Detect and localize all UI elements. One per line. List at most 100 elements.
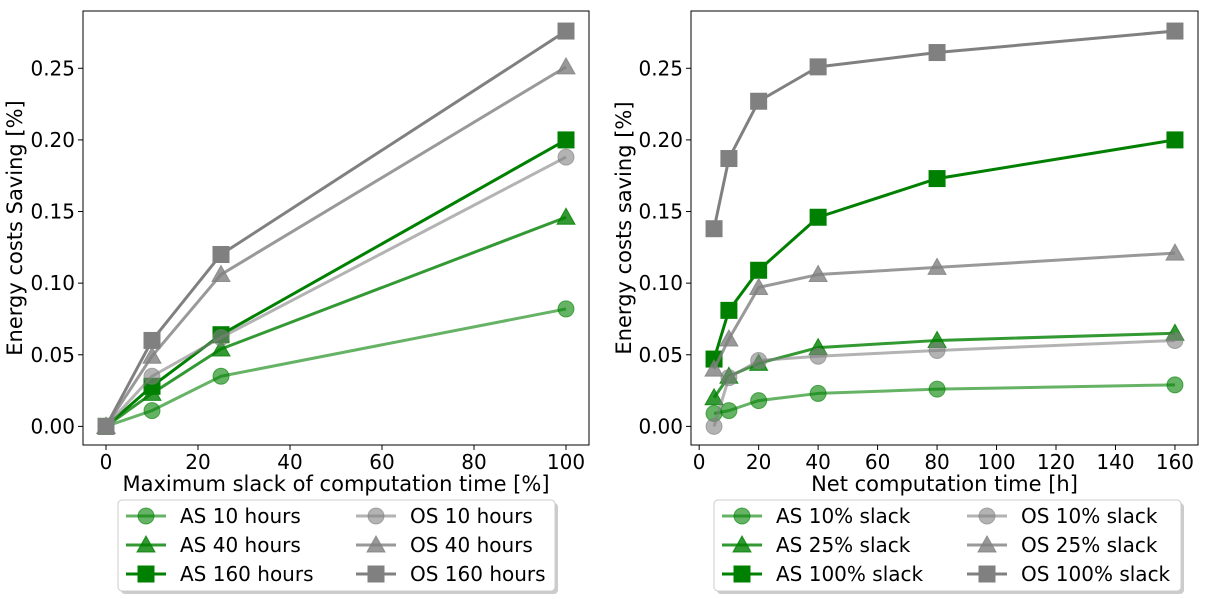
legend-label: AS 160 hours — [180, 562, 314, 586]
legend-marker — [367, 565, 385, 583]
legend-label: OS 25% slack — [1021, 533, 1158, 557]
x-tick-label: 20 — [185, 450, 210, 474]
x-tick-label: 0 — [100, 450, 113, 474]
data-point — [556, 56, 576, 75]
data-point — [1166, 376, 1184, 394]
legend-box — [713, 499, 1182, 592]
legend-label: AS 100% slack — [776, 562, 923, 586]
legend-item: OS 10 hours — [356, 504, 533, 528]
y-tick-label: 0.20 — [30, 128, 75, 152]
x-tick-label: 40 — [277, 450, 302, 474]
data-point — [557, 300, 575, 318]
series-as-160-hours — [97, 131, 575, 435]
legend-label: AS 25% slack — [776, 533, 911, 557]
data-point — [750, 351, 768, 369]
y-tick-label: 0.10 — [30, 271, 75, 295]
legend-marker — [367, 507, 385, 525]
legend-marker — [137, 565, 155, 583]
y-tick-label: 0.05 — [638, 343, 683, 367]
data-point — [557, 22, 575, 40]
series-as-100-slack — [705, 131, 1184, 368]
x-tick-label: 80 — [924, 450, 949, 474]
data-point — [719, 328, 739, 347]
data-point — [212, 245, 230, 263]
legend-item: OS 40 hours — [356, 533, 533, 557]
legend-label: OS 10% slack — [1021, 504, 1158, 528]
data-point — [928, 170, 946, 188]
y-tick-label: 0.10 — [638, 271, 683, 295]
series-line — [104, 29, 567, 428]
data-point — [557, 148, 575, 166]
data-point — [705, 417, 723, 435]
x-tick-label: 160 — [1156, 450, 1194, 474]
data-point — [748, 277, 769, 295]
data-point — [750, 392, 768, 410]
data-point — [212, 329, 230, 347]
data-point — [720, 150, 738, 168]
data-point — [1165, 243, 1185, 261]
x-tick-label: 80 — [461, 450, 486, 474]
data-point — [750, 92, 768, 110]
data-point — [809, 384, 827, 402]
chart-panel-1: 0 20 40 60 80 100 0.00 0.05 0.10 0.15 0.20 0.25 Maxi… — [3, 10, 590, 594]
series-os-25-slack — [704, 243, 1185, 377]
series-os-160-hours — [97, 22, 575, 435]
y-tick-label: 0.00 — [30, 414, 75, 438]
data-point — [809, 58, 827, 76]
data-point — [142, 346, 162, 364]
legend-marker — [977, 534, 997, 553]
legend-label: AS 40 hours — [180, 533, 301, 557]
legend-item: OS 10% slack — [967, 504, 1158, 528]
data-point — [143, 402, 161, 420]
data-point — [705, 220, 723, 238]
data-point — [211, 339, 231, 357]
data-point — [143, 331, 161, 349]
y-tick-label: 0.05 — [30, 343, 75, 367]
x-tick-label: 120 — [1037, 450, 1075, 474]
series-line — [104, 155, 567, 428]
series-os-10-hours — [97, 148, 575, 435]
data-point — [809, 208, 827, 226]
x-tick-label: 0 — [693, 450, 706, 474]
series-line — [104, 65, 567, 428]
series-line — [105, 215, 567, 428]
y-tick-label: 0.20 — [638, 128, 683, 152]
legend-item: AS 10% slack — [722, 504, 911, 528]
y-tick-label: 0.00 — [638, 414, 683, 438]
legend-item: AS 100% slack — [722, 562, 923, 586]
legend-label: OS 40 hours — [410, 533, 533, 557]
series-as-10-hours — [97, 300, 575, 435]
chart-panel-2: 0 20 40 60 80 100 120 140 160 0.00 0.05 0.10 0.15 0.2… — [612, 10, 1199, 594]
series-os-100-slack — [705, 22, 1184, 238]
legend-item: AS 10 hours — [126, 504, 301, 528]
data-point — [720, 402, 738, 420]
series-line — [105, 138, 567, 428]
legend-marker — [137, 507, 155, 525]
legend: AS 10% slack AS 25% slack AS 100% slack OS … — [713, 499, 1184, 594]
series-os-40-hours — [96, 56, 576, 434]
legend-marker — [978, 565, 996, 583]
y-tick-label: 0.25 — [30, 56, 75, 80]
plot-frame — [690, 10, 1199, 446]
legend-item: OS 160 hours — [356, 562, 546, 586]
legend-box — [117, 499, 556, 592]
legend-marker — [136, 534, 156, 553]
series-line — [712, 29, 1176, 230]
x-axis-label: Net computation time [h] — [811, 472, 1078, 496]
legend-marker — [733, 507, 751, 525]
x-tick-label: 60 — [369, 450, 394, 474]
legend: AS 10 hours AS 40 hours AS 160 hours OS 10 … — [117, 499, 558, 594]
data-point — [809, 347, 827, 365]
legend-item: OS 25% slack — [967, 533, 1158, 557]
data-point — [750, 261, 768, 279]
legend-item: OS 100% slack — [967, 562, 1171, 586]
x-tick-label: 40 — [805, 450, 830, 474]
data-point — [928, 380, 946, 398]
data-point — [928, 341, 946, 359]
data-point — [1166, 331, 1184, 349]
data-point — [1166, 131, 1184, 149]
series-as-10-slack — [705, 376, 1184, 422]
data-point — [97, 417, 115, 435]
x-tick-label: 60 — [865, 450, 890, 474]
